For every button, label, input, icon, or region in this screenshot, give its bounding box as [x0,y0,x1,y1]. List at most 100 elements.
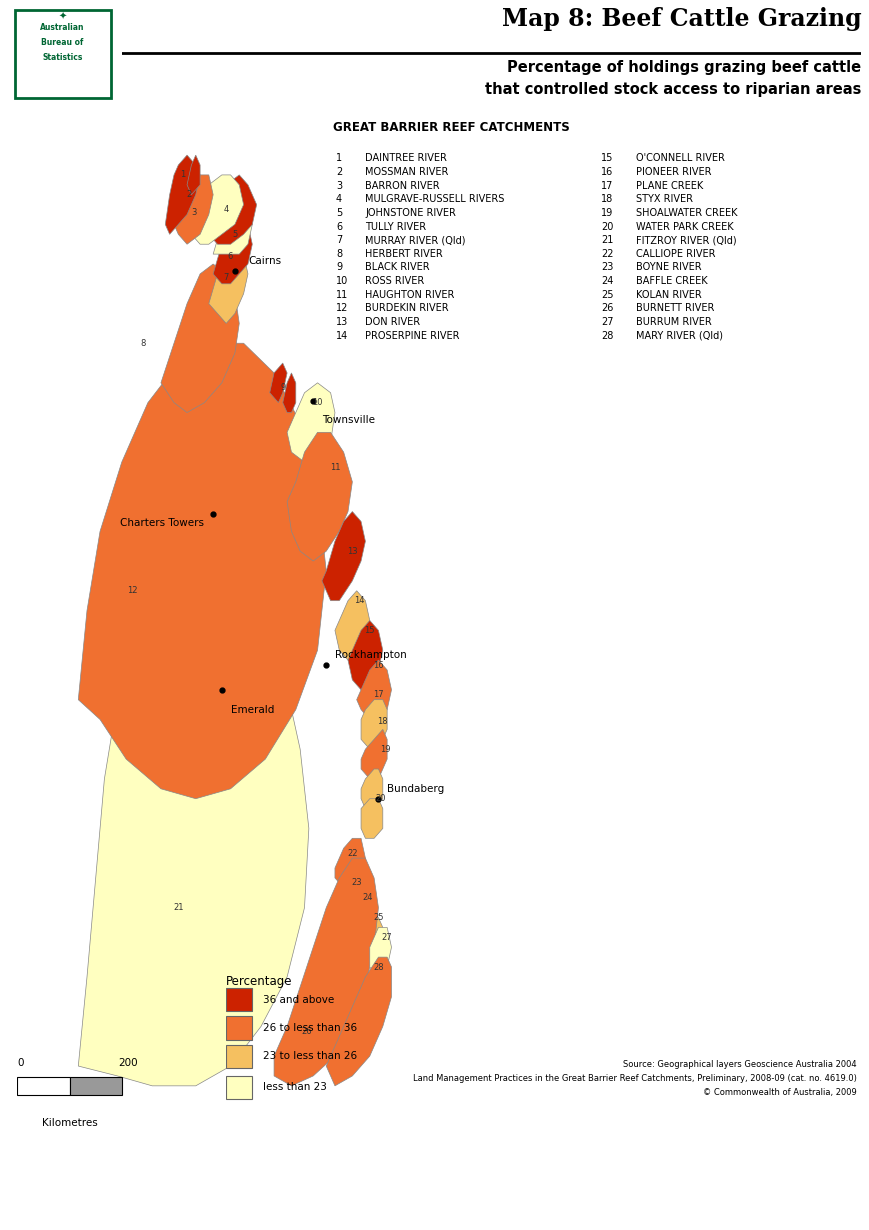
Polygon shape [213,214,252,284]
Text: BURNETT RIVER: BURNETT RIVER [635,304,713,314]
Text: WATER PARK CREEK: WATER PARK CREEK [635,221,733,231]
Text: 16: 16 [600,167,613,177]
Text: 21: 21 [173,903,183,913]
Text: 25: 25 [600,290,613,300]
Text: 25: 25 [373,913,383,922]
Bar [226,1044,252,1068]
Text: BURDEKIN RIVER: BURDEKIN RIVER [365,304,448,314]
Text: 19: 19 [379,744,390,754]
Polygon shape [282,373,295,412]
Text: 5: 5 [232,230,237,239]
Bar [70,1077,122,1095]
Text: FITZROY RIVER (Qld): FITZROY RIVER (Qld) [635,235,735,245]
Text: HAUGHTON RIVER: HAUGHTON RIVER [365,290,454,300]
Text: PLANE CREEK: PLANE CREEK [635,181,702,191]
Text: 19: 19 [600,208,613,218]
Text: SHOALWATER CREEK: SHOALWATER CREEK [635,208,736,218]
Polygon shape [269,363,287,402]
Polygon shape [209,175,256,245]
Text: CALLIOPE RIVER: CALLIOPE RIVER [635,248,714,258]
Text: Bureau of: Bureau of [42,38,83,48]
Text: 0: 0 [17,1058,23,1068]
Text: 18: 18 [600,194,613,204]
Text: 26: 26 [301,1027,312,1036]
Text: 20: 20 [375,795,386,803]
Text: 26 to less than 36: 26 to less than 36 [262,1023,356,1033]
Text: Cairns: Cairns [248,256,281,266]
Polygon shape [356,661,391,720]
FancyBboxPatch shape [15,10,110,98]
Text: STYX RIVER: STYX RIVER [635,194,692,204]
Text: 20: 20 [600,221,613,231]
Polygon shape [213,194,252,255]
Polygon shape [361,729,387,779]
Text: GREAT BARRIER REEF CATCHMENTS: GREAT BARRIER REEF CATCHMENTS [333,122,569,134]
Text: 28: 28 [600,331,613,341]
Text: 27: 27 [381,932,392,942]
Polygon shape [287,383,335,462]
Text: 16: 16 [373,661,383,669]
Text: 7: 7 [335,235,342,245]
Text: 13: 13 [335,317,348,327]
Text: 22: 22 [600,248,613,258]
Text: 22: 22 [347,849,357,857]
Text: HERBERT RIVER: HERBERT RIVER [365,248,442,258]
Text: 5: 5 [335,208,342,218]
Text: Bundaberg: Bundaberg [387,784,444,793]
Text: 14: 14 [335,331,348,341]
Text: 21: 21 [600,235,613,245]
Text: less than 23: less than 23 [262,1082,326,1092]
Polygon shape [209,245,248,323]
Text: 24: 24 [362,893,373,903]
Text: Townsville: Townsville [322,416,375,426]
Text: 17: 17 [373,690,383,699]
Text: 7: 7 [223,273,229,283]
Text: 6: 6 [335,221,342,231]
Text: 28: 28 [373,963,383,972]
Text: O'CONNELL RIVER: O'CONNELL RIVER [635,154,724,164]
Polygon shape [78,343,326,798]
Text: 3: 3 [335,181,342,191]
Text: BARRON RIVER: BARRON RIVER [365,181,439,191]
Text: DAINTREE RIVER: DAINTREE RIVER [365,154,447,164]
Text: Emerald: Emerald [230,705,274,715]
Text: ✦: ✦ [58,12,67,22]
Text: 1: 1 [335,154,342,164]
Polygon shape [326,957,391,1086]
Text: 11: 11 [335,290,348,300]
Text: Percentage of holdings grazing beef cattle
that controlled stock access to ripar: Percentage of holdings grazing beef catt… [484,60,860,97]
Polygon shape [274,859,378,1086]
Polygon shape [165,155,200,234]
Polygon shape [174,175,213,245]
Bar [226,988,252,1011]
Text: 24: 24 [600,277,613,287]
Text: Statistics: Statistics [43,53,83,63]
Text: 11: 11 [329,462,340,471]
Polygon shape [361,798,382,839]
Text: 12: 12 [335,304,348,314]
Text: 36 and above: 36 and above [262,995,334,1005]
Polygon shape [361,700,387,749]
Text: 23: 23 [600,262,613,273]
Text: 10: 10 [335,277,348,287]
Text: 2: 2 [335,167,342,177]
Polygon shape [161,264,239,412]
Text: 13: 13 [347,546,357,556]
Bar [226,1076,252,1100]
Text: Charters Towers: Charters Towers [120,518,204,529]
Polygon shape [335,590,369,661]
Polygon shape [361,769,382,808]
Text: Source: Geographical layers Geoscience Australia 2004
Land Management Practices : Source: Geographical layers Geoscience A… [413,1060,856,1097]
Text: 8: 8 [141,338,146,348]
Text: Kilometres: Kilometres [42,1118,97,1128]
Polygon shape [287,433,352,561]
Text: PROSERPINE RIVER: PROSERPINE RIVER [365,331,459,341]
Text: 14: 14 [353,597,364,605]
Polygon shape [78,561,308,1086]
Text: 8: 8 [335,248,342,258]
Polygon shape [356,918,382,957]
Polygon shape [348,898,374,937]
Text: 9: 9 [335,262,342,273]
Polygon shape [369,927,391,977]
Text: 17: 17 [600,181,613,191]
